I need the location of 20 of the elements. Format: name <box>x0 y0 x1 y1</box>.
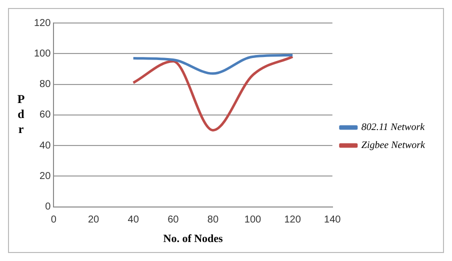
y-tick-label: 60 <box>40 110 52 121</box>
y-tick-label: 80 <box>40 79 52 90</box>
y-tick-label: 100 <box>34 48 52 60</box>
legend-label: Zigbee Network <box>361 140 426 152</box>
x-tick-label: 140 <box>324 214 342 226</box>
line-series <box>132 54 294 75</box>
x-axis-title: No. of Nodes <box>163 233 224 246</box>
x-tick-label: 80 <box>207 214 219 226</box>
x-tick-label: 120 <box>284 214 302 226</box>
y-tick-label: 40 <box>40 140 52 152</box>
line-series <box>132 55 294 132</box>
x-tick-label: 40 <box>128 214 140 226</box>
x-tick-label: 60 <box>168 214 180 226</box>
y-tick-label: 0 <box>45 202 52 213</box>
x-tick-label: 100 <box>244 214 262 226</box>
legend-label: 802.11 Network <box>361 122 426 134</box>
y-axis-title: Pdr <box>17 92 25 136</box>
y-tick-label: 120 <box>34 18 52 29</box>
y-tick-label: 20 <box>40 170 52 182</box>
x-tick-label: 20 <box>88 214 100 226</box>
